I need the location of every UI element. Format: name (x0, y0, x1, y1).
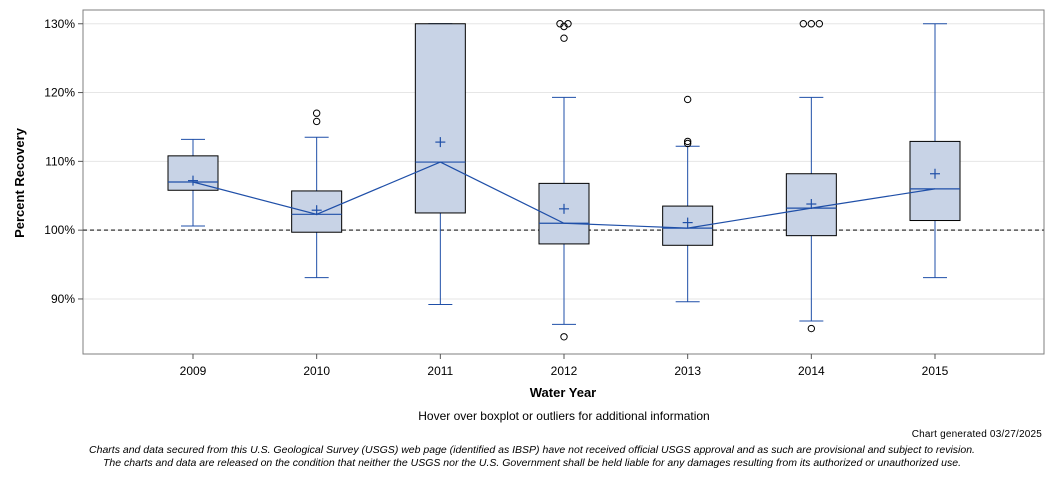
hover-hint: Hover over boxplot or outliers for addit… (418, 409, 710, 423)
y-axis-ticks: 90% 100% 110% 120% 130% (44, 17, 83, 306)
outlier-2012-1 (560, 34, 568, 42)
y-tick-label-110: 110% (45, 154, 75, 168)
disclaimer-line-1: Charts and data secured from this U.S. G… (89, 444, 975, 456)
x-tick-label-2015: 2015 (922, 364, 949, 378)
mean-marker-2009 (188, 175, 198, 186)
outlier-2012-4 (564, 20, 572, 28)
y-axis-title: Percent Recovery (12, 127, 27, 238)
x-axis-title: Water Year (530, 385, 597, 400)
outlier-2010-0 (312, 117, 321, 126)
outlier-2010-1 (312, 109, 321, 117)
x-tick-label-2012: 2012 (551, 364, 578, 378)
outlier-2013-0 (683, 139, 692, 148)
box-2014 (785, 96, 837, 322)
mean-marker-2012 (559, 203, 569, 214)
box-2015 (909, 23, 961, 279)
outlier-2014-0 (807, 324, 816, 333)
outlier-2012-0 (560, 333, 568, 341)
outlier-2013-2 (683, 95, 692, 104)
outlier-2014-1 (799, 20, 808, 28)
outlier-2012-3 (556, 20, 564, 28)
boxes (167, 23, 961, 325)
x-tick-label-2009: 2009 (180, 364, 207, 378)
mean-markers (188, 137, 940, 228)
mean-marker-2015 (930, 168, 940, 179)
box-2011 (414, 23, 466, 305)
chart-generated-date: Chart generated 03/27/2025 (911, 429, 1042, 440)
mean-marker-2014 (806, 199, 817, 210)
y-tick-label-90: 90% (51, 292, 75, 306)
y-tick-label-120: 120% (44, 86, 75, 100)
outliers (312, 20, 824, 341)
boxplot-chart: 90% 100% 110% 120% 130% 2009 2010 2011 2012 2013… (12, 9, 1045, 400)
x-axis-ticks: 2009 2010 2011 2012 2013 2014 2015 (180, 354, 949, 378)
x-tick-label-2011: 2011 (427, 364, 453, 378)
iqr-box-2011 (414, 23, 466, 214)
mean-marker-2011 (435, 137, 446, 148)
y-tick-label-100: 100% (44, 223, 75, 237)
y-tick-label-130: 130% (44, 17, 75, 31)
outlier-2014-3 (815, 20, 824, 28)
disclaimer-line-2: The charts and data are released on the … (103, 457, 961, 469)
x-tick-label-2013: 2013 (674, 364, 701, 378)
iqr-box-2015 (909, 140, 961, 222)
x-tick-label-2014: 2014 (798, 364, 825, 378)
outlier-2014-2 (807, 20, 816, 28)
outlier-2013-1 (683, 137, 692, 146)
mean-marker-2010 (311, 205, 322, 216)
x-tick-label-2010: 2010 (303, 364, 330, 378)
mean-marker-2013 (682, 217, 693, 228)
